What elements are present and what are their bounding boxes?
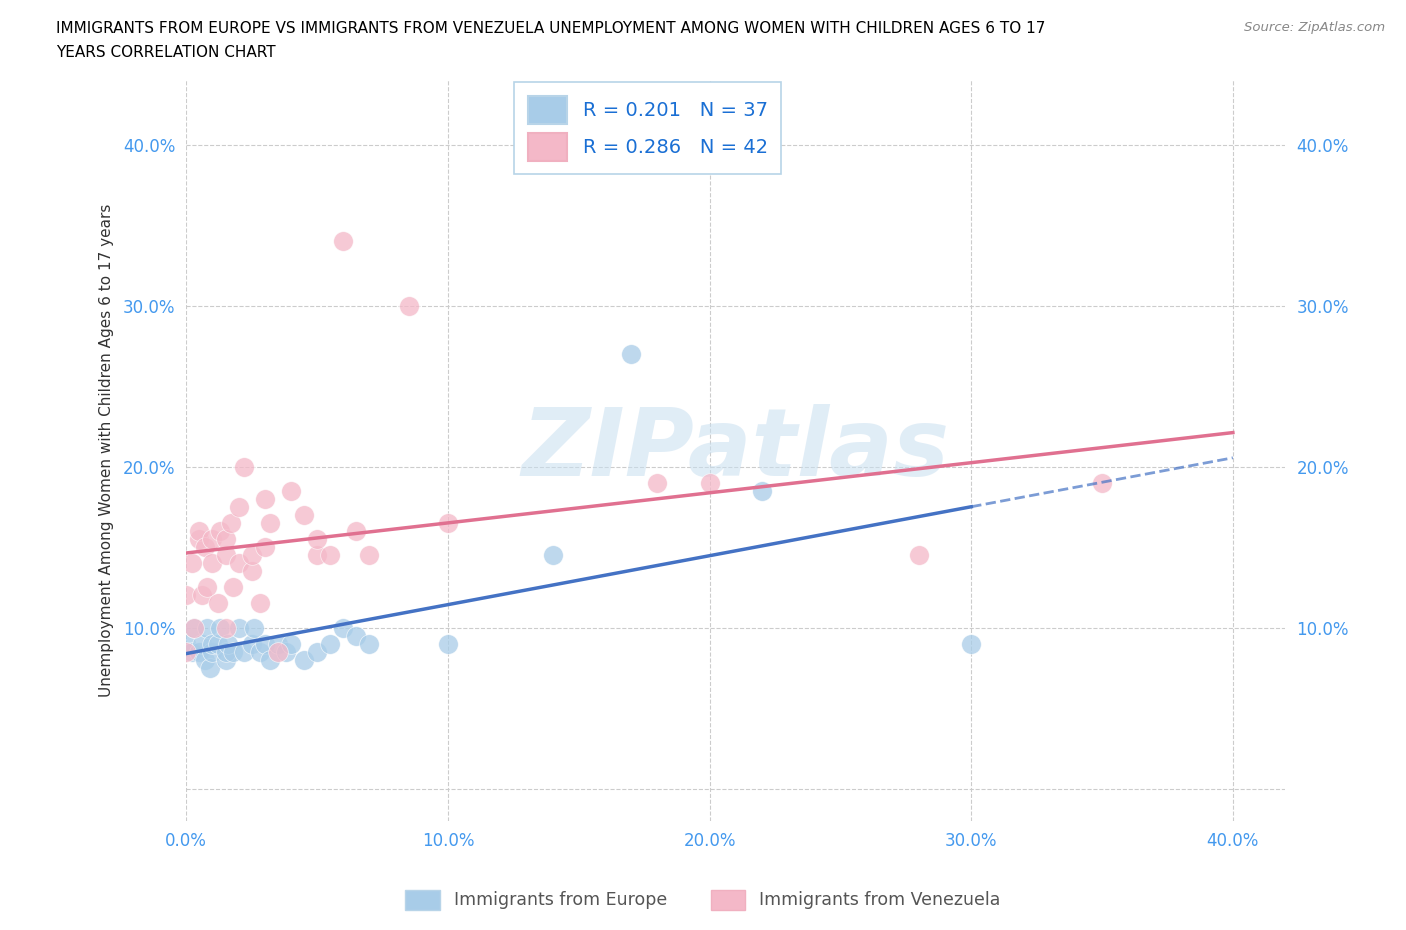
Point	[176, 644, 198, 659]
Point	[214, 548, 236, 563]
Point	[541, 548, 564, 563]
Point	[214, 644, 236, 659]
Point	[209, 620, 232, 635]
Point	[332, 620, 354, 635]
Point	[207, 636, 229, 651]
Point	[319, 548, 342, 563]
Point	[183, 620, 205, 635]
Point	[253, 539, 276, 554]
Point	[307, 532, 329, 547]
Point	[253, 491, 276, 506]
Legend: R = 0.201   N = 37, R = 0.286   N = 42: R = 0.201 N = 37, R = 0.286 N = 42	[515, 83, 782, 175]
Point	[207, 596, 229, 611]
Point	[620, 346, 643, 361]
Point	[344, 524, 367, 538]
Point	[699, 475, 721, 490]
Point	[228, 556, 250, 571]
Point	[214, 620, 236, 635]
Point	[191, 636, 214, 651]
Point	[217, 636, 239, 651]
Point	[194, 539, 217, 554]
Point	[228, 620, 250, 635]
Point	[198, 660, 221, 675]
Point	[214, 532, 236, 547]
Point	[240, 548, 263, 563]
Point	[219, 515, 242, 530]
Point	[280, 484, 302, 498]
Point	[960, 636, 983, 651]
Point	[274, 644, 297, 659]
Text: Source: ZipAtlas.com: Source: ZipAtlas.com	[1244, 21, 1385, 34]
Point	[249, 596, 271, 611]
Point	[751, 484, 773, 498]
Point	[188, 524, 211, 538]
Point	[194, 652, 217, 667]
Point	[195, 580, 218, 595]
Point	[344, 628, 367, 643]
Point	[183, 620, 205, 635]
Point	[222, 580, 245, 595]
Point	[201, 532, 224, 547]
Point	[240, 636, 263, 651]
Point	[232, 644, 254, 659]
Point	[180, 556, 202, 571]
Text: ZIPatlas: ZIPatlas	[522, 405, 950, 497]
Point	[222, 644, 245, 659]
Point	[307, 548, 329, 563]
Legend: Immigrants from Europe, Immigrants from Venezuela: Immigrants from Europe, Immigrants from …	[398, 883, 1008, 917]
Point	[307, 644, 329, 659]
Point	[201, 644, 224, 659]
Point	[359, 636, 381, 651]
Point	[188, 532, 211, 547]
Point	[240, 564, 263, 578]
Point	[280, 636, 302, 651]
Point	[201, 556, 224, 571]
Point	[209, 524, 232, 538]
Point	[214, 652, 236, 667]
Point	[908, 548, 931, 563]
Point	[437, 636, 460, 651]
Point	[267, 644, 290, 659]
Text: YEARS CORRELATION CHART: YEARS CORRELATION CHART	[56, 45, 276, 60]
Point	[645, 475, 668, 490]
Point	[195, 620, 218, 635]
Point	[292, 508, 315, 523]
Point	[259, 652, 281, 667]
Point	[176, 588, 198, 603]
Point	[176, 636, 198, 651]
Point	[249, 644, 271, 659]
Point	[359, 548, 381, 563]
Point	[180, 644, 202, 659]
Point	[332, 233, 354, 248]
Point	[259, 515, 281, 530]
Point	[228, 499, 250, 514]
Text: IMMIGRANTS FROM EUROPE VS IMMIGRANTS FROM VENEZUELA UNEMPLOYMENT AMONG WOMEN WIT: IMMIGRANTS FROM EUROPE VS IMMIGRANTS FRO…	[56, 21, 1046, 36]
Y-axis label: Unemployment Among Women with Children Ages 6 to 17 years: Unemployment Among Women with Children A…	[100, 204, 114, 698]
Point	[253, 636, 276, 651]
Point	[437, 515, 460, 530]
Point	[191, 588, 214, 603]
Point	[1091, 475, 1114, 490]
Point	[243, 620, 266, 635]
Point	[188, 644, 211, 659]
Point	[398, 299, 420, 313]
Point	[232, 459, 254, 474]
Point	[292, 652, 315, 667]
Point	[201, 636, 224, 651]
Point	[267, 636, 290, 651]
Point	[319, 636, 342, 651]
